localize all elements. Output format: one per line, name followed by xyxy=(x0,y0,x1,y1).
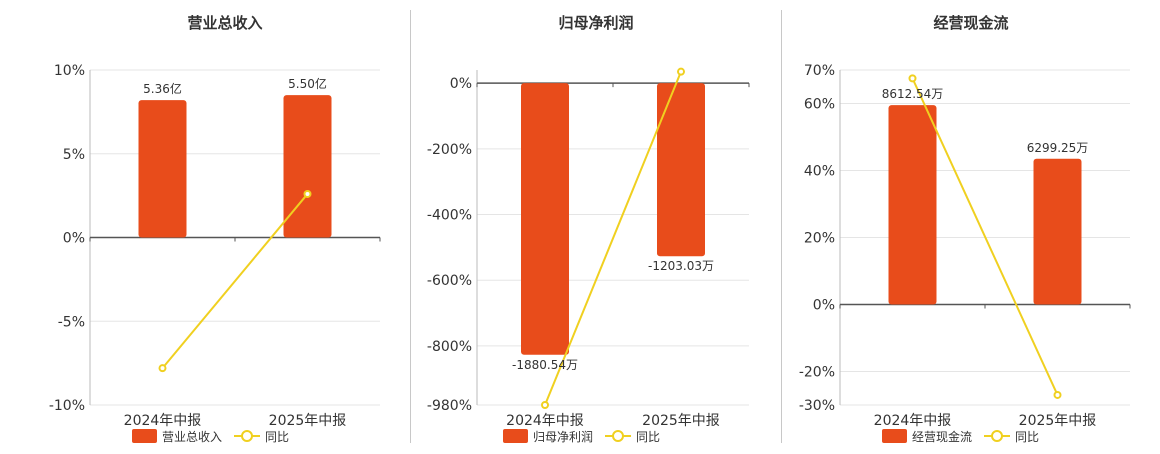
line-point xyxy=(541,401,549,409)
y-tick-label: 10% xyxy=(54,63,85,79)
bar xyxy=(657,83,705,257)
line-point xyxy=(303,189,312,198)
y-tick-label: -10% xyxy=(49,398,85,414)
y-tick-label: -5% xyxy=(58,314,85,330)
chart-panel-cash-flow: 经营现金流 70% 60% 40% 20% 0% -20% -30% 2024年中报 2025年… xyxy=(782,0,1160,450)
chart-panel-net-profit: 归母净利润 0% -200% -400% -600% -800% -980% 2024年中报… xyxy=(411,0,781,450)
data-label: 5.50亿 xyxy=(288,76,327,91)
bar xyxy=(283,95,332,238)
y-tick-label: 40% xyxy=(804,164,835,180)
legend-label: 同比 xyxy=(636,430,660,444)
line-point xyxy=(158,364,167,373)
chart-revenue: 10% 5% 0% -5% -10% 2024年中报 2025年中报 5.36亿 5.50亿营业… xyxy=(49,63,381,444)
data-label: -1203.03万 xyxy=(648,259,714,273)
bar xyxy=(888,105,937,305)
y-tick-label: 60% xyxy=(804,97,835,113)
y-tick-label: 0% xyxy=(450,76,472,92)
line-point xyxy=(677,67,685,76)
y-tick-label: -30% xyxy=(799,398,835,414)
legend-label: 同比 xyxy=(1015,430,1039,444)
bar xyxy=(138,100,187,238)
chart-panel-revenue: 营业总收入 10% 5% 0% -5% -10% 2024年中报 2025年中报 5.36亿 5… xyxy=(40,0,410,450)
line-point xyxy=(908,74,917,83)
y-tick-label: 0% xyxy=(813,298,835,314)
data-label: 5.36亿 xyxy=(143,81,182,96)
y-tick-label: -800% xyxy=(427,339,472,355)
chart-title: 营业总收入 xyxy=(187,14,263,32)
y-tick-label: -980% xyxy=(427,398,472,414)
series-line xyxy=(911,77,1059,396)
legend-swatch-bar xyxy=(503,429,528,443)
bar xyxy=(521,83,569,355)
y-tick-label: 70% xyxy=(804,63,835,79)
bar xyxy=(1033,158,1082,305)
chart-title: 归母净利润 xyxy=(558,14,634,32)
y-tick-label: 20% xyxy=(804,231,835,247)
x-tick-label: 2025年中报 xyxy=(269,413,347,429)
legend-swatch-marker xyxy=(991,430,1003,442)
y-tick-label: 5% xyxy=(63,147,85,163)
legend-label: 经营现金流 xyxy=(912,429,972,444)
line-point xyxy=(1053,390,1062,399)
legend-label: 营业总收入 xyxy=(162,430,222,444)
chart-title: 经营现金流 xyxy=(933,14,1009,32)
x-tick-label: 2024年中报 xyxy=(874,413,952,429)
divider xyxy=(410,10,411,443)
data-label: 6299.25万 xyxy=(1027,141,1089,155)
chart-cash-flow: 70% 60% 40% 20% 0% -20% -30% 2024年中报 2025年中报 8612… xyxy=(799,63,1131,444)
x-tick-label: 2024年中报 xyxy=(506,413,584,429)
y-tick-label: 0% xyxy=(63,231,85,247)
legend-label: 归母净利润 xyxy=(533,430,593,444)
legend-swatch-marker xyxy=(612,430,624,442)
y-tick-label: -600% xyxy=(427,273,472,289)
legend-swatch-bar xyxy=(882,429,907,443)
legend-swatch-marker xyxy=(241,430,253,442)
divider xyxy=(781,10,782,443)
data-label: 8612.54万 xyxy=(882,87,944,101)
legend-swatch-bar xyxy=(132,429,157,443)
x-tick-label: 2025年中报 xyxy=(642,413,720,429)
series-line xyxy=(161,193,309,369)
x-tick-label: 2025年中报 xyxy=(1019,413,1097,429)
y-tick-label: -20% xyxy=(799,365,835,381)
y-tick-label: -400% xyxy=(427,208,472,224)
chart-net-profit: 0% -200% -400% -600% -800% -980% 2024年中报 2025年中… xyxy=(427,67,750,444)
series-line xyxy=(544,71,682,406)
x-tick-label: 2024年中报 xyxy=(124,413,202,429)
legend-label: 同比 xyxy=(265,430,289,444)
data-label: -1880.54万 xyxy=(512,358,578,372)
y-tick-label: -200% xyxy=(427,142,472,158)
